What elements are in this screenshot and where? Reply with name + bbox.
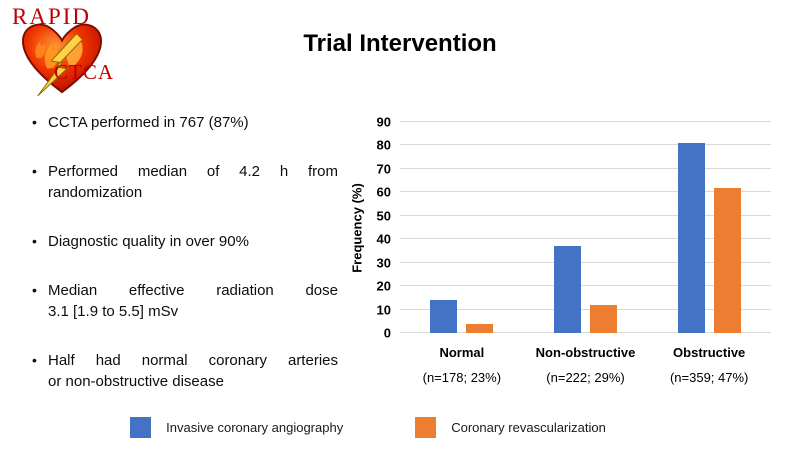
bar-coronary-revascularization-normal — [466, 323, 494, 333]
gridline-60 — [400, 191, 771, 193]
bullet-item: CCTA performed in 767 (87%) — [30, 112, 338, 133]
x-axis-labels: Normal (n=178; 23%) Non-obstructive (n=222;… — [400, 345, 771, 385]
bullet-line: Median effective radiation dose — [48, 282, 338, 299]
bar-invasive-coronary-angiography-non-obstructive — [554, 246, 581, 333]
category-label: Normal — [439, 345, 485, 360]
gridline-10 — [400, 308, 771, 310]
bar-invasive-coronary-angiography-normal — [430, 300, 458, 333]
y-tick-label-90: 90 — [376, 114, 391, 130]
category-obstructive: Obstructive (n=359; 47%) — [647, 345, 771, 385]
heart-lightning-icon — [22, 23, 102, 96]
legend-item-invasive-coronary-angiography: Invasive coronary angiography — [130, 417, 343, 438]
legend-label: Invasive coronary angiography — [166, 420, 344, 435]
category-sublabel: (n=359; 47%) — [669, 370, 749, 385]
y-tick-label-70: 70 — [376, 161, 391, 177]
page-title: Trial Intervention — [303, 30, 497, 57]
bullet-item: Diagnostic quality in over 90% — [30, 231, 338, 252]
bullet-line: 3.1 [1.9 to 5.5] mSv — [48, 303, 179, 320]
y-axis-label: Frequency (%) — [349, 183, 365, 273]
category-label: Non-obstructive — [535, 345, 636, 360]
gridline-50 — [400, 214, 771, 216]
bullet-line: randomization — [48, 184, 143, 201]
bar-group-obstructive — [647, 122, 771, 333]
bullet-item: Performed median of 4.2 h from randomizat… — [30, 161, 338, 203]
y-tick-label-10: 10 — [376, 302, 391, 318]
bullet-line: CCTA performed in 767 (87%) — [48, 114, 249, 131]
bullet-line: Performed median of 4.2 h from — [48, 163, 338, 180]
bar-group-non-obstructive — [524, 122, 648, 333]
bullet-item: Median effective radiation dose 3.1 [1.9 … — [30, 280, 338, 322]
y-tick-label-50: 50 — [376, 208, 391, 224]
legend-label: Coronary revascularization — [451, 420, 606, 435]
legend-item-coronary-revascularization: Coronary revascularization — [415, 417, 606, 438]
y-tick-label-20: 20 — [376, 278, 391, 294]
gridline-70 — [400, 167, 771, 169]
bullet-line: Diagnostic quality in over 90% — [48, 233, 249, 250]
bar-group-normal — [400, 122, 524, 333]
bullet-line: Half had normal coronary arteries — [48, 352, 338, 369]
bar-coronary-revascularization-non-obstructive — [590, 304, 617, 333]
bar-coronary-revascularization-obstructive — [713, 187, 741, 333]
bullet-list: CCTA performed in 767 (87%) Performed med… — [30, 112, 338, 420]
y-tick-label-0: 0 — [383, 325, 391, 341]
category-label: Obstructive — [673, 345, 746, 360]
bullet-line: or non-obstructive disease — [48, 373, 224, 390]
bullet-item: Half had normal coronary arteries or non-… — [30, 350, 338, 392]
category-normal: Normal (n=178; 23%) — [400, 345, 524, 385]
gridline-0 — [400, 332, 771, 333]
legend-swatch-coronary-revascularization — [415, 417, 437, 438]
chart-legend: Invasive coronary angiography Coronary re… — [0, 417, 736, 438]
bar-chart: Frequency (%) 0 10 20 30 40 50 60 70 80 90 Normal… — [340, 100, 800, 405]
y-tick-label-60: 60 — [376, 184, 391, 200]
category-sublabel: (n=222; 29%) — [546, 370, 625, 385]
bars-layer — [400, 122, 771, 333]
category-sublabel: (n=178; 23%) — [422, 370, 502, 385]
category-non-obstructive: Non-obstructive (n=222; 29%) — [524, 345, 648, 385]
gridline-90 — [400, 121, 771, 122]
legend-swatch-invasive-coronary-angiography — [130, 417, 152, 438]
plot-area: 0 10 20 30 40 50 60 70 80 90 — [377, 116, 771, 340]
logo-rapid-text: RAPID — [12, 4, 92, 29]
bar-invasive-coronary-angiography-obstructive — [677, 143, 705, 333]
gridline-40 — [400, 238, 771, 240]
rapid-ctca-logo: RAPID CTCA — [6, 0, 126, 98]
logo-ctca-text: CTCA — [54, 60, 115, 84]
y-tick-label-30: 30 — [376, 255, 391, 271]
gridline-30 — [400, 261, 771, 263]
y-tick-label-80: 80 — [376, 137, 391, 153]
gridline-80 — [400, 144, 771, 146]
y-tick-label-40: 40 — [376, 231, 391, 247]
gridline-20 — [400, 285, 771, 287]
